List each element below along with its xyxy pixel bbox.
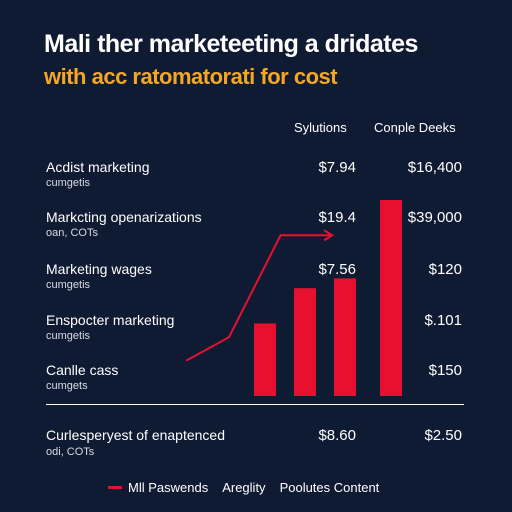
total-label: Curlesperyest of enaptenced: [46, 427, 225, 443]
row-sub: cumgetis: [46, 330, 91, 342]
row-value-col2: $150: [428, 362, 462, 379]
row-value-col2: $16,400: [407, 159, 462, 176]
trend-arrowhead: [323, 229, 335, 242]
row-sub: cumgetis: [46, 279, 91, 291]
row-sub: cumgets: [46, 380, 88, 392]
bars-layer: [254, 200, 402, 396]
legend-item: Mll Paswends: [128, 480, 209, 495]
divider: [46, 404, 464, 405]
row-value-col1: $7.94: [318, 159, 356, 176]
row-sub: oan, COTs: [46, 227, 98, 239]
row-label: Enspocter marketing: [46, 312, 175, 328]
row-label: Acdist marketing: [46, 159, 150, 175]
trend-layer: [185, 229, 335, 362]
row-value-col2: $.101: [424, 312, 462, 329]
legend-item: Poolutes Content: [279, 480, 380, 495]
total-sub: odi, COTs: [46, 446, 95, 458]
bar-2: [294, 288, 316, 396]
row-label: Markcting openarizations: [46, 209, 202, 225]
row-value-col2: $120: [428, 261, 462, 278]
bar-1: [254, 323, 276, 396]
legend-item: Areglity: [222, 480, 266, 495]
chart-subtitle: with acc ratomatorati for cost: [44, 64, 338, 89]
row-value-col1: $19.4: [318, 209, 356, 226]
column-header-2: Conple Deeks: [374, 120, 456, 135]
legend: Mll Paswends Areglity Poolutes Content: [108, 480, 393, 495]
trend-line: [185, 234, 333, 362]
row-label: Canlle cass: [46, 362, 119, 378]
bar-4: [380, 200, 402, 396]
total-value-col1: $8.60: [318, 427, 356, 444]
total-value-col2: $2.50: [424, 427, 462, 444]
row-value-col1: $7.56: [318, 261, 356, 278]
row-value-col2: $39,000: [407, 209, 462, 226]
chart-title: Mali ther marketeeting a dridates: [44, 30, 418, 58]
column-header-1: Sylutions: [294, 120, 347, 135]
row-label: Marketing wages: [46, 261, 152, 277]
row-sub: cumgetis: [46, 177, 91, 189]
legend-swatch: [108, 486, 122, 489]
bar-3: [334, 278, 356, 396]
